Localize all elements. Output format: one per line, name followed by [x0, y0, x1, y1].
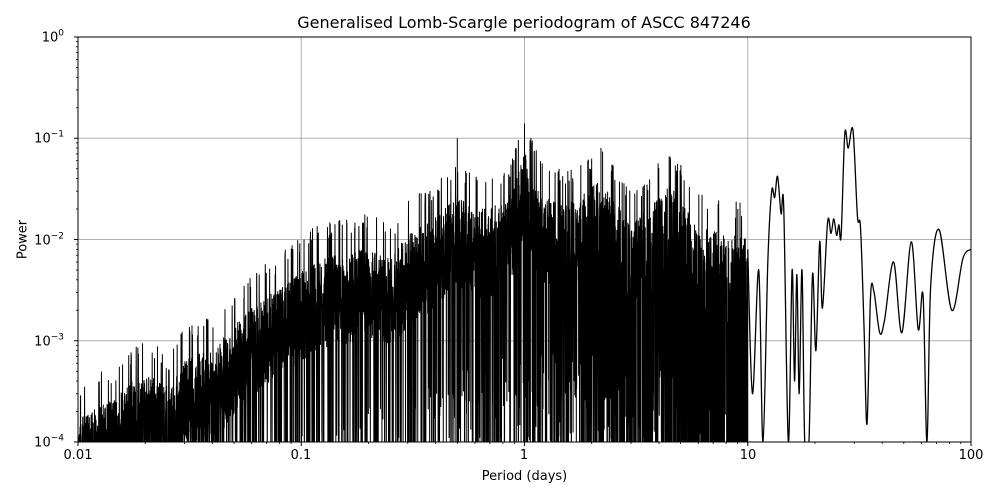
- y-tick-base: 10: [34, 334, 51, 350]
- y-tick-label: 10−2: [34, 232, 64, 249]
- y-tick-exponent: −2: [50, 231, 64, 242]
- x-tick-label: 10: [739, 448, 757, 463]
- y-tick-exponent: −1: [50, 129, 64, 140]
- y-axis-label: Power: [15, 219, 31, 260]
- y-tick-base: 10: [41, 30, 59, 46]
- x-tick-label: 0.1: [290, 448, 312, 463]
- x-axis-label: Period (days): [481, 469, 568, 484]
- x-tick-label: 0.01: [63, 448, 93, 463]
- x-tick-label: 100: [958, 448, 984, 463]
- y-tick-base: 10: [34, 435, 51, 451]
- y-tick-base: 10: [34, 233, 51, 249]
- y-tick-base: 10: [34, 131, 51, 147]
- minor-ticks: [74, 36, 972, 446]
- y-tick-exponent: −4: [50, 433, 64, 444]
- y-tick-exponent: 0: [58, 28, 64, 39]
- power-series: [78, 123, 971, 442]
- y-tick-label: 10−4: [34, 434, 64, 451]
- y-tick-label: 100: [42, 29, 64, 46]
- chart-title: Generalised Lomb-Scargle periodogram of …: [297, 13, 751, 32]
- y-tick-label: 10−1: [34, 130, 64, 147]
- y-tick-label: 10−3: [34, 333, 64, 350]
- y-tick-exponent: −3: [50, 332, 64, 343]
- x-tick-label: 1: [519, 448, 529, 463]
- plot-frame: [77, 36, 972, 443]
